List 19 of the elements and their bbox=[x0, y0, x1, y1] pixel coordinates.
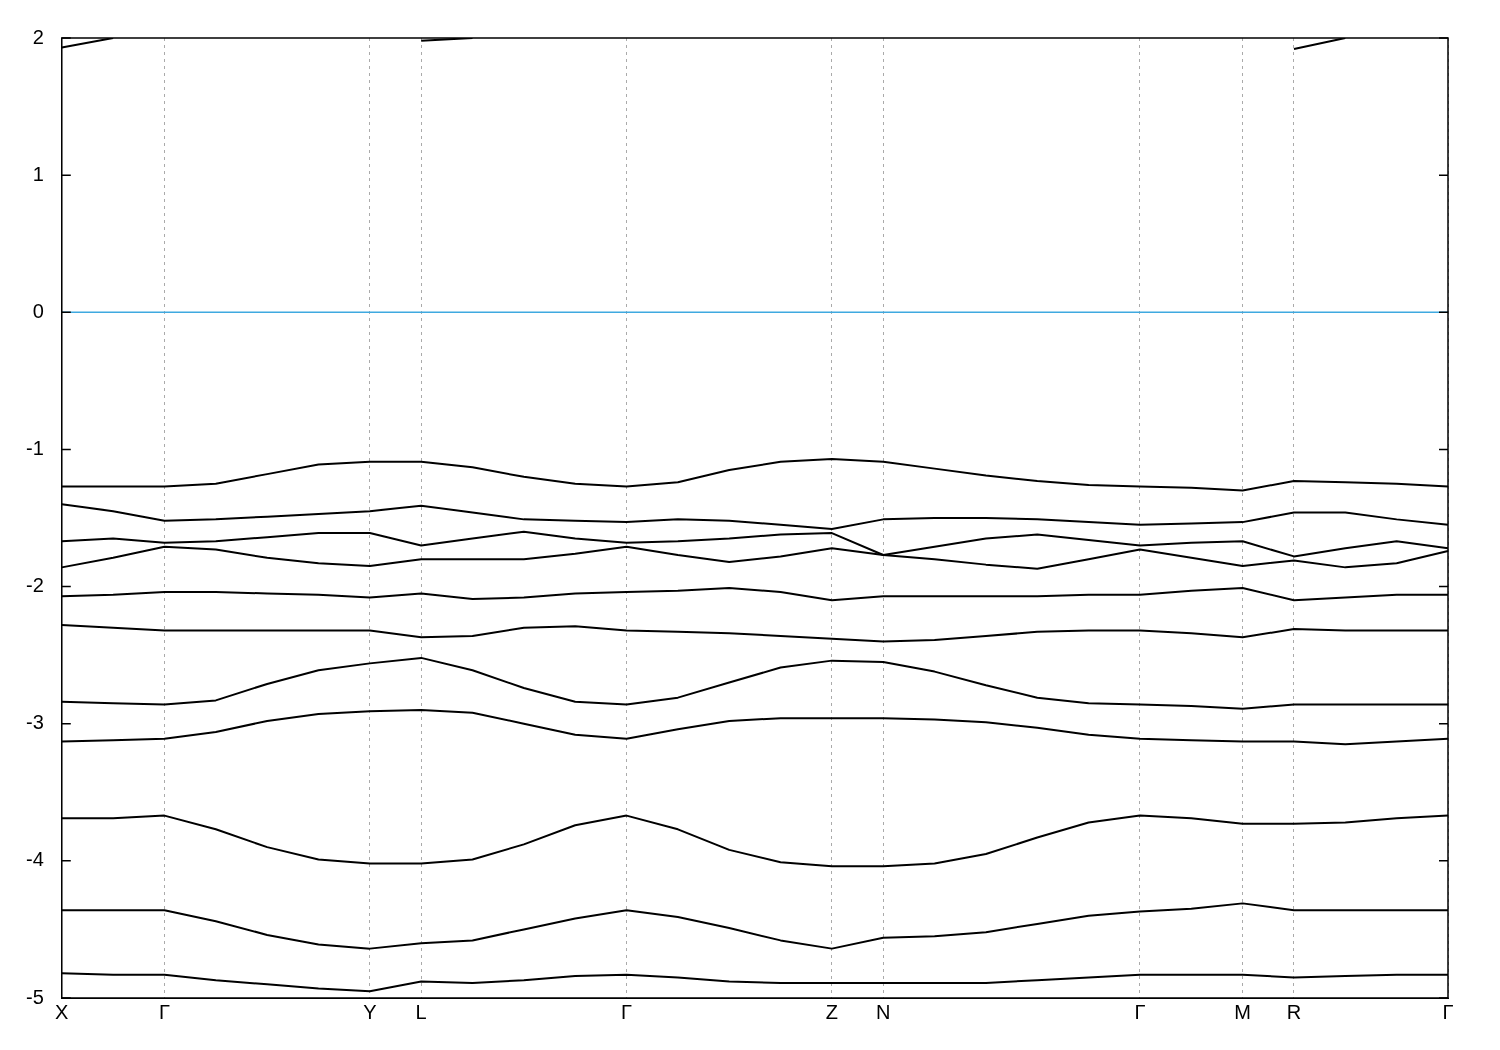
x-tick-label: Γ bbox=[158, 1000, 170, 1023]
x-tick-label: M bbox=[1234, 1000, 1251, 1023]
x-tick-label: N bbox=[876, 1000, 891, 1023]
x-tick-label: Γ bbox=[621, 1000, 633, 1023]
x-tick-label: Y bbox=[363, 1000, 377, 1023]
x-tick-label: Γ bbox=[1442, 1000, 1454, 1023]
y-tick-label: -5 bbox=[25, 985, 44, 1008]
y-tick-label: -2 bbox=[25, 574, 44, 597]
y-tick-label: -1 bbox=[25, 436, 44, 459]
x-tick-label: L bbox=[415, 1000, 427, 1023]
x-tick-label: X bbox=[55, 1000, 69, 1023]
x-tick-label: Γ bbox=[1134, 1000, 1146, 1023]
x-tick-label: R bbox=[1286, 1000, 1302, 1023]
x-tick-label: Z bbox=[825, 1000, 839, 1023]
y-tick-label: 2 bbox=[32, 25, 44, 48]
y-tick-label: -3 bbox=[25, 711, 44, 734]
y-tick-label: 0 bbox=[32, 299, 44, 322]
y-tick-label: -4 bbox=[25, 848, 44, 871]
y-tick-label: 1 bbox=[32, 162, 44, 185]
